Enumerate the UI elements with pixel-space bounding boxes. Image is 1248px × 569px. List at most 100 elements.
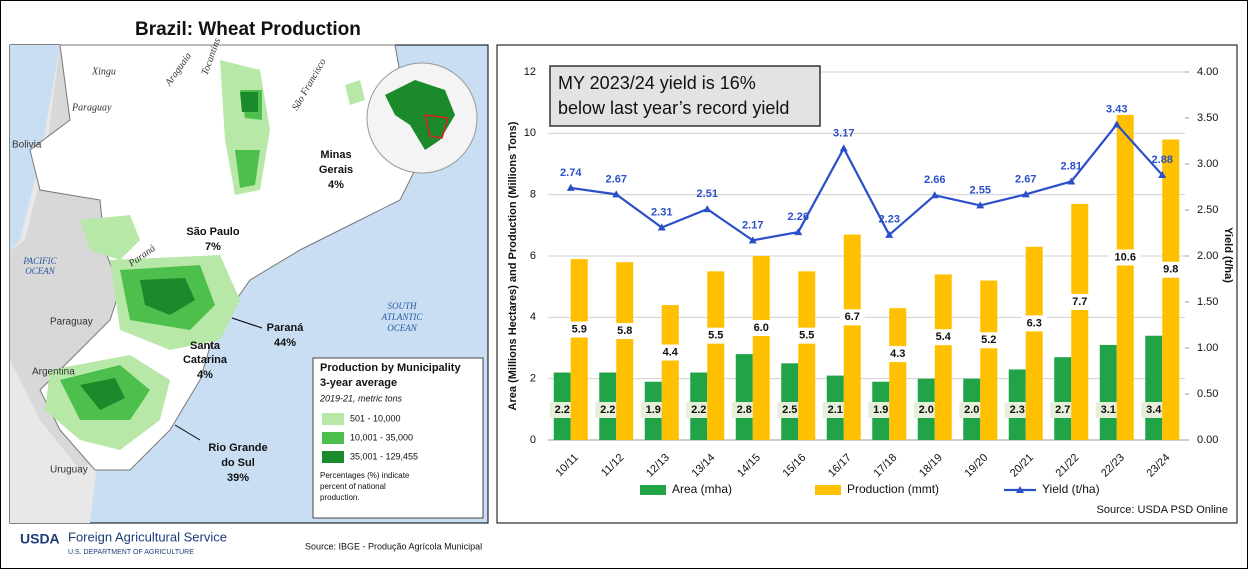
y-tick-label: 10	[524, 127, 536, 139]
ocean-label: ATLANTIC	[381, 312, 424, 322]
legend-label: Yield (t/ha)	[1042, 482, 1100, 496]
leader	[231, 317, 263, 329]
marker	[839, 144, 848, 152]
y2-tick-label: 3.00	[1197, 158, 1218, 170]
data-label: 2.2	[555, 404, 570, 416]
bar	[934, 274, 952, 440]
bar	[781, 363, 799, 440]
data-label: 2.2	[691, 404, 706, 416]
data-label-bg	[703, 327, 729, 344]
country-label: Argentina	[32, 367, 75, 378]
y2-tick-label: 4.00	[1197, 66, 1218, 78]
map-source: Source: IBGE - Produção Agrícola Municip…	[305, 541, 482, 551]
data-label-bg	[868, 402, 894, 418]
data-label: 2.23	[879, 214, 900, 226]
data-label-bg	[976, 332, 1002, 349]
legend-marker	[1016, 486, 1024, 493]
data-label: 2.67	[1015, 173, 1036, 185]
map-legend: Production by Municipality 3-year averag…	[312, 357, 484, 519]
state-label: Paraná	[267, 322, 305, 334]
bar	[752, 256, 770, 440]
bar	[1145, 335, 1163, 440]
state-share: 4%	[328, 179, 344, 191]
country-label: Uruguay	[50, 465, 88, 476]
data-label: 2.31	[651, 206, 672, 218]
data-label: 5.9	[572, 323, 587, 335]
data-label-bg	[595, 402, 621, 418]
data-label: 3.1	[1101, 404, 1116, 416]
agency: Foreign Agricultural Service	[68, 529, 227, 544]
state-label: Minas	[320, 149, 351, 161]
bar	[843, 234, 861, 440]
ocean-label: PACIFIC	[22, 256, 57, 266]
y-tick-label: 4	[530, 311, 536, 323]
y2-tick-label: 1.00	[1197, 342, 1218, 354]
marker	[1021, 190, 1030, 198]
legend-swatch	[815, 485, 841, 495]
data-label: 2.81	[1061, 160, 1082, 172]
data-label: 2.26	[788, 211, 809, 223]
data-label-bg	[885, 346, 911, 363]
data-label: 2.7	[1055, 404, 1070, 416]
marker	[794, 228, 803, 236]
data-label-bg	[1158, 261, 1184, 278]
state-share: 7%	[205, 241, 221, 253]
bar	[707, 271, 725, 440]
bar	[1054, 357, 1072, 440]
data-label: 1.9	[646, 404, 661, 416]
data-label: 4.3	[890, 348, 905, 360]
y2-tick-label: 0.00	[1197, 434, 1218, 446]
bar	[661, 305, 679, 440]
data-label: 2.0	[919, 404, 934, 416]
country-label: Paraguay	[50, 317, 93, 328]
y2-tick-label: 0.50	[1197, 388, 1218, 400]
data-label: 1.9	[873, 404, 888, 416]
data-label: 2.55	[970, 184, 991, 196]
globe	[366, 62, 478, 174]
legend-subtitle: 2019-21, metric tons	[319, 393, 403, 403]
data-label: 5.5	[708, 330, 723, 342]
chart-source: Source: USDA PSD Online	[1097, 504, 1228, 516]
map: Xingu Araguaia Tocantins São Francisco P…	[9, 37, 489, 524]
marker	[1158, 171, 1167, 179]
river-label: Xingu	[91, 66, 116, 77]
data-label-bg	[930, 329, 956, 346]
data-label-bg	[731, 402, 757, 418]
marker	[976, 201, 985, 209]
data-label: 2.66	[924, 174, 945, 186]
bar	[889, 308, 907, 440]
country-label: Bolivia	[12, 140, 42, 151]
ocean-label: OCEAN	[387, 323, 417, 333]
data-label-bg	[748, 320, 774, 336]
state-label: Gerais	[319, 164, 353, 176]
data-label-bg	[1109, 249, 1142, 266]
legend-title: Production by Municipality	[320, 362, 461, 374]
legend-note: percent of national	[320, 482, 386, 491]
data-label-bg	[1004, 402, 1030, 418]
state-label: São Paulo	[186, 226, 239, 238]
annotation: MY 2023/24 yield is 16%	[558, 73, 756, 93]
marker	[657, 223, 666, 231]
marker	[748, 236, 757, 244]
data-label-bg	[1141, 402, 1167, 418]
logo: USDA	[20, 531, 60, 547]
marker	[703, 205, 712, 213]
state-label: Rio Grande	[208, 442, 267, 454]
data-label: 2.67	[606, 173, 627, 185]
data-label-bg	[822, 402, 848, 418]
y-tick-label: 6	[530, 250, 536, 262]
y2-tick-label: 1.50	[1197, 296, 1218, 308]
data-label: 6.0	[754, 322, 769, 334]
legend-note: Percentages (%) indicate	[320, 471, 410, 480]
y-tick-label: 0	[530, 434, 536, 446]
legend-swatch	[322, 413, 344, 425]
data-label: 6.7	[845, 311, 860, 323]
data-label: 2.3	[1010, 404, 1025, 416]
marker	[1112, 120, 1121, 128]
data-label-bg	[794, 327, 820, 344]
annotation: below last year’s record yield	[558, 98, 789, 118]
data-label: 10.6	[1115, 251, 1136, 263]
bar	[1025, 246, 1043, 440]
marker	[612, 190, 621, 198]
marker	[1067, 177, 1076, 185]
